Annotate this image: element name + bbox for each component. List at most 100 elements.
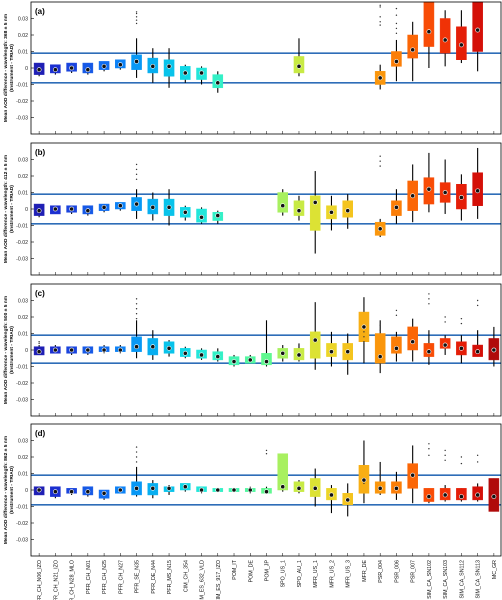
box-median-dot — [215, 213, 221, 218]
box-CIM_CH_354 — [180, 483, 191, 492]
box-median-dot — [36, 349, 42, 355]
box-median-dot — [296, 208, 302, 214]
box-median-dot — [117, 62, 123, 68]
box-outlier — [135, 168, 138, 171]
box-median-dot — [117, 487, 123, 493]
box-MFR_US_2 — [326, 331, 337, 367]
box-median-dot — [475, 27, 481, 33]
box-median-dot — [247, 357, 253, 363]
box-outlier — [379, 4, 381, 7]
box-outlier — [379, 324, 381, 326]
x-tick-label: MFR_DE — [362, 560, 368, 582]
box-SPO_AU_1 — [293, 343, 305, 362]
box-outlier — [428, 293, 430, 295]
x-tick-label: PSR_006 — [394, 560, 400, 583]
box-outlier — [135, 12, 138, 15]
box-median-dot — [69, 347, 75, 353]
y-axis-label: Mean AOD difference - wavelength: 368 ± … — [3, 13, 9, 122]
box-PFR_DE_N44 — [147, 480, 159, 499]
box-median-dot — [426, 29, 432, 35]
box-median-dot — [85, 67, 91, 73]
box-median-dot — [215, 80, 221, 86]
y-tick-label: -0.03 — [16, 257, 28, 263]
box-iqr — [439, 18, 451, 54]
box-SIM_CA_SN102 — [423, 443, 435, 504]
box-iqr — [472, 1, 483, 52]
box-median-dot — [166, 485, 172, 491]
box-median-dot — [36, 208, 42, 214]
box-median-dot — [199, 70, 204, 76]
box-outlier — [135, 22, 138, 25]
y-tick-label: -0.03 — [16, 398, 28, 404]
y-tick-label: -0.02 — [16, 381, 28, 387]
box-outlier — [363, 331, 365, 333]
box-median-dot — [410, 47, 416, 53]
box-SIM_CA_SN113 — [472, 454, 483, 502]
box-median-dot — [458, 195, 464, 200]
box-median-dot — [264, 359, 269, 364]
box-MC_GR — [488, 478, 500, 512]
box-CIM_ES_917_IZO — [212, 71, 224, 93]
box-PFR_CH_N01 — [82, 62, 94, 75]
box-SIM_CA_SN113 — [472, 1, 483, 72]
box-median-dot — [134, 201, 139, 207]
box-outlier — [379, 469, 381, 471]
box-SIM_CA_SN112 — [456, 10, 467, 64]
x-tick-label: PFR_CH_N01 — [86, 560, 92, 594]
box-iqr — [261, 353, 272, 366]
box-CIM_ES_917_IZO — [212, 348, 224, 362]
box-outlier — [135, 16, 138, 18]
y-tick-label: 0.02 — [18, 315, 28, 321]
box-outlier — [135, 451, 138, 453]
box-median-dot — [101, 204, 107, 210]
box-PFR_CH_N01 — [82, 346, 94, 355]
y-tick-label: 0 — [25, 348, 28, 354]
box-SIM_CA_SN103 — [439, 159, 451, 214]
box-median-dot — [199, 214, 204, 220]
box-median-dot — [394, 485, 399, 491]
box-outlier — [476, 454, 479, 457]
box-median-dot — [247, 487, 253, 493]
box-iqr — [309, 331, 321, 359]
x-tick-label: MFR_US_2 — [329, 560, 335, 588]
box-outlier — [460, 462, 463, 465]
box-CIM_ES_632_VLD — [196, 486, 207, 494]
box-PFR_CH_N01 — [82, 486, 94, 497]
box-outlier — [460, 456, 463, 458]
box-outlier — [135, 178, 138, 180]
y-tick-label: -0.01 — [16, 505, 28, 511]
box-CIM_ES_632_VLD — [196, 66, 207, 85]
x-tick-label: SIM_CA_SN103 — [443, 560, 449, 599]
box-outlier — [379, 16, 381, 18]
x-tick-label: PFR_DE_N44 — [151, 560, 157, 594]
box-outlier — [428, 448, 430, 450]
box-PFR_CH_N25 — [98, 203, 110, 213]
x-tick-label: PFR_CH_N25 — [102, 560, 108, 594]
y-tick-label: 0.02 — [18, 33, 28, 39]
box-outlier — [135, 308, 138, 310]
box-outlier — [265, 453, 268, 455]
box-median-dot — [329, 492, 334, 498]
box-median-dot — [85, 208, 91, 214]
box-PSR_004 — [374, 320, 386, 374]
box-median-dot — [215, 354, 221, 359]
panel-label: (c) — [35, 289, 45, 298]
y-tick-label: -0.03 — [16, 538, 28, 544]
x-tick-label: CIM_ES_917_IZO — [216, 560, 222, 600]
box-MFR_US_2 — [326, 485, 337, 514]
box-outlier — [135, 461, 138, 463]
box-iqr — [423, 1, 435, 47]
y-tick-label: 0.03 — [18, 158, 28, 164]
box-PFR_CH_N25 — [98, 345, 110, 354]
box-median-dot — [101, 347, 107, 353]
box-outlier — [395, 22, 398, 25]
box-median-dot — [182, 209, 188, 215]
y-axis-label: Mean AOD difference - wavelength: 412 ± … — [3, 154, 9, 263]
x-tick-label: SIM_CA_SN102 — [427, 560, 433, 599]
box-median-dot — [312, 485, 318, 491]
box-median-dot — [491, 494, 497, 499]
box-PFR_CH_N06_IZO — [33, 203, 45, 218]
box-PSR_006 — [391, 189, 402, 224]
box-MFR_DE — [358, 440, 370, 504]
box-median-dot — [52, 347, 58, 353]
